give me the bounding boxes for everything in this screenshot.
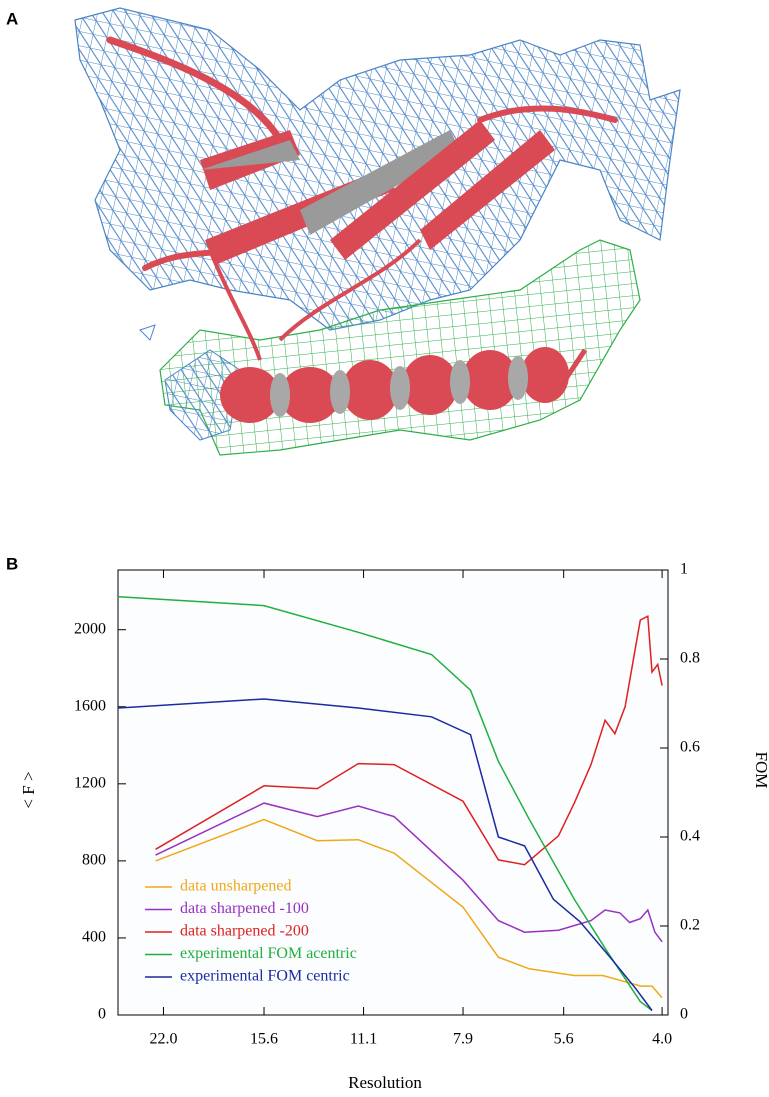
density-illustration — [74, 7, 681, 456]
legend-label: experimental FOM centric — [180, 968, 350, 985]
series-line — [155, 802, 663, 943]
series-line — [155, 818, 663, 999]
y-tick-label: 400 — [82, 929, 106, 946]
y2-axis-label: FOM — [752, 752, 769, 789]
x-tick-label: 4.0 — [652, 1031, 672, 1048]
series-line — [117, 698, 653, 1011]
y2-tick-label: 0.2 — [680, 917, 700, 934]
y-tick-label: 0 — [98, 1006, 106, 1023]
x-tick-label: 11.1 — [350, 1031, 377, 1048]
y2-tick-label: 0 — [680, 1006, 688, 1023]
y-tick-label: 1200 — [74, 775, 106, 792]
y-tick-label: 800 — [82, 852, 106, 869]
x-axis-label: Resolution — [348, 1073, 422, 1092]
y-tick-label: 1600 — [74, 697, 106, 714]
panel-label: B — [6, 554, 18, 573]
x-tick-label: 5.6 — [554, 1031, 574, 1048]
legend-label: data unsharpened — [180, 878, 292, 895]
y-tick-label: 2000 — [74, 620, 106, 637]
y2-tick-label: 0.8 — [680, 650, 700, 667]
legend-label: data sharpened -200 — [180, 923, 309, 940]
y-axis-label: < F > — [19, 771, 38, 808]
plot-frame — [117, 569, 669, 1016]
x-tick-label: 22.0 — [149, 1031, 177, 1048]
x-tick-label: 15.6 — [250, 1031, 278, 1048]
y2-tick-label: 1 — [680, 561, 688, 578]
panel-label: A — [6, 9, 18, 28]
y2-tick-label: 0.6 — [680, 739, 700, 756]
y2-tick-label: 0.4 — [680, 828, 700, 845]
series-line — [155, 615, 663, 866]
legend-label: experimental FOM acentric — [180, 945, 357, 962]
x-tick-label: 7.9 — [453, 1031, 473, 1048]
legend-label: data sharpened -100 — [180, 900, 309, 917]
